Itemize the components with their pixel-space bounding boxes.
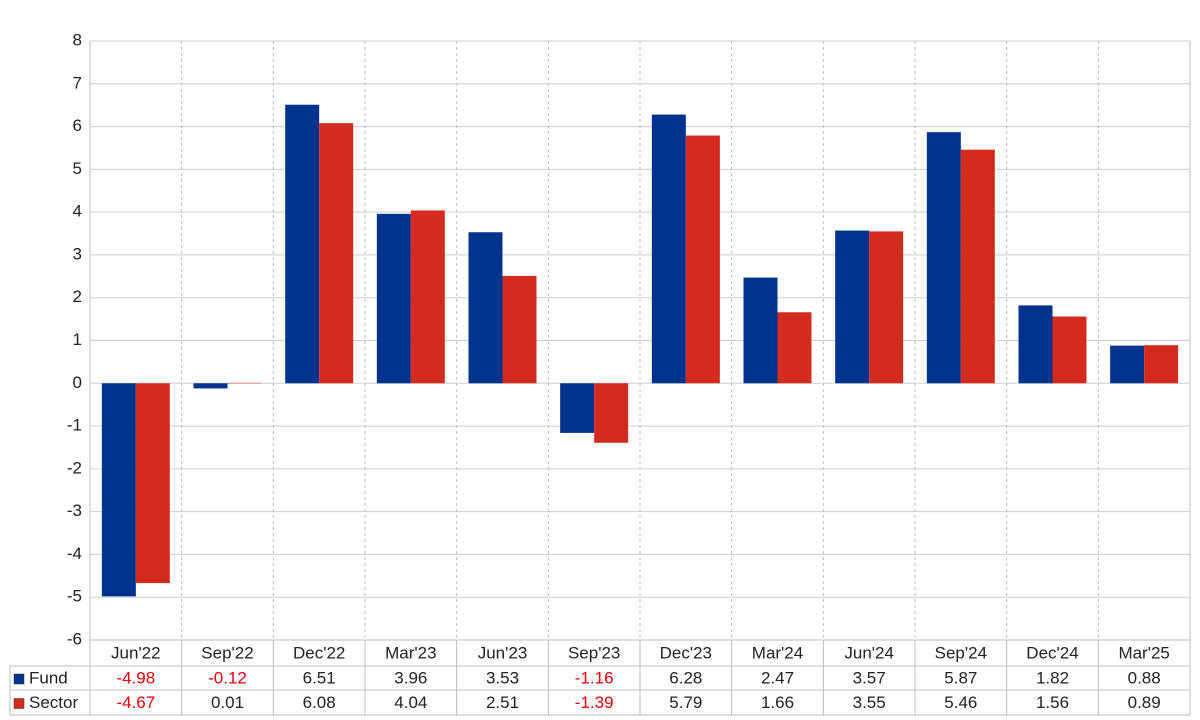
y-tick-label: -1 <box>67 416 82 435</box>
bar <box>560 383 595 433</box>
legend-swatch <box>13 698 25 709</box>
table-value: 0.88 <box>1128 668 1161 687</box>
x-tick-label: Jun'24 <box>844 643 894 662</box>
bar <box>651 114 686 384</box>
table-value: 3.55 <box>853 693 886 712</box>
bar <box>594 383 629 443</box>
table-value: 2.47 <box>761 668 794 687</box>
table-value: 6.51 <box>303 668 336 687</box>
table-value: -1.16 <box>575 668 614 687</box>
bar <box>468 232 503 384</box>
bar <box>193 383 228 389</box>
y-tick-label: -3 <box>67 501 82 520</box>
legend-label: Fund <box>29 668 68 687</box>
bar <box>135 383 170 584</box>
bar <box>285 104 320 384</box>
table-value: 0.01 <box>211 693 244 712</box>
x-tick-label: Sep'22 <box>201 643 253 662</box>
bar <box>101 383 136 597</box>
x-tick-label: Dec'22 <box>293 643 345 662</box>
table-value: 5.46 <box>944 693 977 712</box>
y-tick-label: -5 <box>67 587 82 606</box>
table-value: 2.51 <box>486 693 519 712</box>
x-tick-label: Jun'23 <box>478 643 528 662</box>
bar <box>1144 345 1179 384</box>
y-tick-label: 1 <box>73 330 82 349</box>
x-tick-label: Mar'25 <box>1118 643 1169 662</box>
x-tick-label: Mar'23 <box>385 643 436 662</box>
table-value: 4.04 <box>394 693 427 712</box>
y-tick-label: -6 <box>67 629 82 648</box>
y-tick-label: 4 <box>73 202 82 221</box>
table-value: 3.53 <box>486 668 519 687</box>
table-value: -4.98 <box>116 668 155 687</box>
bar <box>1052 316 1087 384</box>
table-value: -0.12 <box>208 668 247 687</box>
bar <box>1018 305 1053 384</box>
x-tick-label: Sep'23 <box>568 643 620 662</box>
y-tick-label: 2 <box>73 287 82 306</box>
x-tick-label: Dec'23 <box>660 643 712 662</box>
x-tick-label: Dec'24 <box>1026 643 1078 662</box>
bar <box>835 230 870 384</box>
table-value: 0.89 <box>1128 693 1161 712</box>
y-tick-label: 0 <box>73 373 82 392</box>
bar <box>685 135 720 384</box>
table-value: 3.57 <box>853 668 886 687</box>
bar <box>410 210 445 384</box>
table-value: 5.87 <box>944 668 977 687</box>
table-value: 1.56 <box>1036 693 1069 712</box>
y-tick-label: -2 <box>67 458 82 477</box>
table-value: 5.79 <box>669 693 702 712</box>
bar <box>743 277 778 384</box>
y-tick-label: 6 <box>73 116 82 135</box>
bar <box>502 275 537 384</box>
table-value: 1.66 <box>761 693 794 712</box>
y-tick-label: -4 <box>67 544 82 563</box>
y-tick-label: 8 <box>73 30 82 49</box>
table-value: 1.82 <box>1036 668 1069 687</box>
bar <box>319 123 354 384</box>
bar <box>777 312 812 384</box>
bar <box>926 132 961 384</box>
y-tick-label: 7 <box>73 73 82 92</box>
bar <box>869 231 904 384</box>
x-tick-label: Jun'22 <box>111 643 161 662</box>
table-value: 6.08 <box>303 693 336 712</box>
table-value: -4.67 <box>116 693 155 712</box>
bar <box>960 149 995 384</box>
table-value: -1.39 <box>575 693 614 712</box>
x-tick-label: Mar'24 <box>752 643 803 662</box>
bar <box>376 213 411 384</box>
table-value: 3.96 <box>394 668 427 687</box>
y-tick-label: 3 <box>73 244 82 263</box>
y-tick-label: 5 <box>73 159 82 178</box>
legend-label: Sector <box>29 693 78 712</box>
table-value: 6.28 <box>669 668 702 687</box>
legend-swatch <box>13 673 25 685</box>
bar <box>1110 345 1145 384</box>
x-tick-label: Sep'24 <box>935 643 987 662</box>
